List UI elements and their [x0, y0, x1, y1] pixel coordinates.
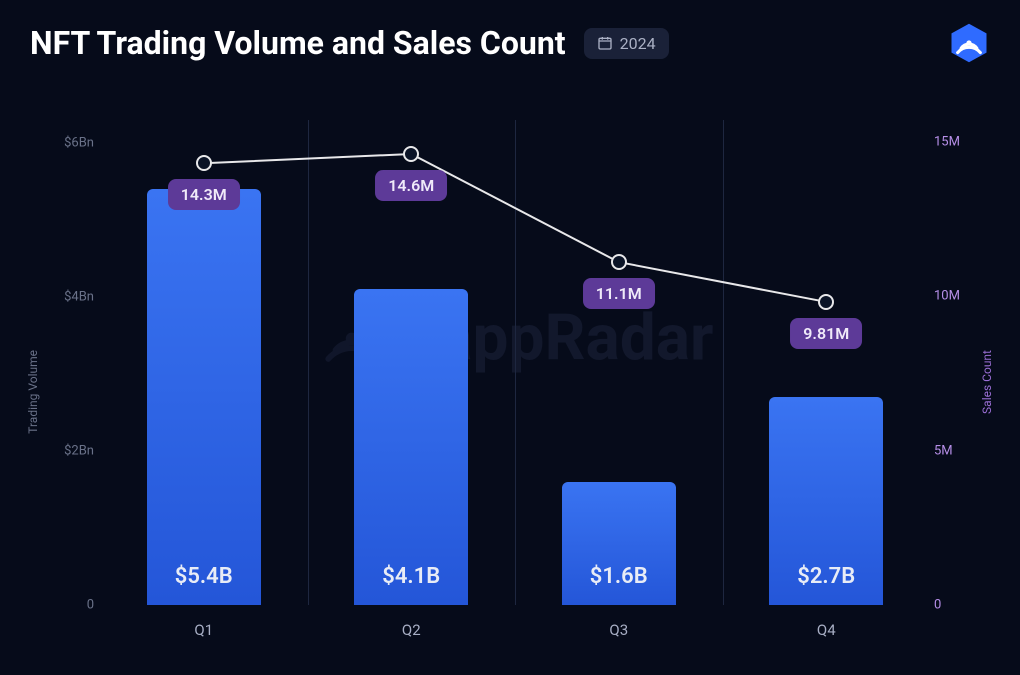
x-category-label: Q4	[817, 621, 836, 639]
line-value-label: 9.81M	[790, 318, 862, 349]
bar-value-label: $1.6B	[562, 564, 676, 589]
line-marker	[196, 155, 212, 171]
y-right-tick: 0	[934, 598, 974, 613]
line-marker	[403, 146, 419, 162]
y-right-tick: 15M	[934, 134, 974, 149]
line-marker	[818, 294, 834, 310]
page-title: NFT Trading Volume and Sales Count	[30, 24, 566, 62]
y-left-tick: 0	[50, 598, 94, 613]
bar: $1.6B	[562, 482, 676, 605]
bar-value-label: $5.4B	[147, 564, 261, 589]
gridline	[723, 120, 724, 605]
line-value-label: 11.1M	[583, 278, 655, 309]
y-left-tick: $6Bn	[50, 136, 94, 151]
x-category-label: Q1	[194, 621, 213, 639]
bar-value-label: $2.7B	[769, 564, 883, 589]
bar: $2.7B	[769, 397, 883, 605]
bar-value-label: $4.1B	[354, 564, 468, 589]
calendar-icon	[597, 35, 613, 51]
line-marker	[611, 254, 627, 270]
year-chip: 2024	[584, 28, 669, 59]
y-left-tick: $2Bn	[50, 444, 94, 459]
year-text: 2024	[620, 34, 656, 53]
y-right-tick: 5M	[934, 443, 974, 458]
x-category-label: Q3	[609, 621, 628, 639]
dappradar-logo-icon	[948, 22, 990, 64]
gridline	[515, 120, 516, 605]
y-right-tick: 10M	[934, 289, 974, 304]
x-category-label: Q2	[402, 621, 421, 639]
line-value-label: 14.3M	[168, 179, 240, 210]
y-right-axis-label: Sales Count	[980, 350, 994, 414]
y-left-axis-label: Trading Volume	[26, 350, 40, 434]
line-value-label: 14.6M	[375, 170, 447, 201]
bar: $4.1B	[354, 289, 468, 605]
y-left-tick: $4Bn	[50, 290, 94, 305]
chart: Trading Volume Sales Count DappRadar 0$2…	[30, 100, 990, 655]
plot-area: DappRadar 0$2Bn$4Bn$6Bn05M10M15M$5.4BQ1$…	[100, 120, 930, 605]
bar: $5.4B	[147, 189, 261, 605]
header: NFT Trading Volume and Sales Count 2024	[30, 22, 990, 64]
gridline	[308, 120, 309, 605]
